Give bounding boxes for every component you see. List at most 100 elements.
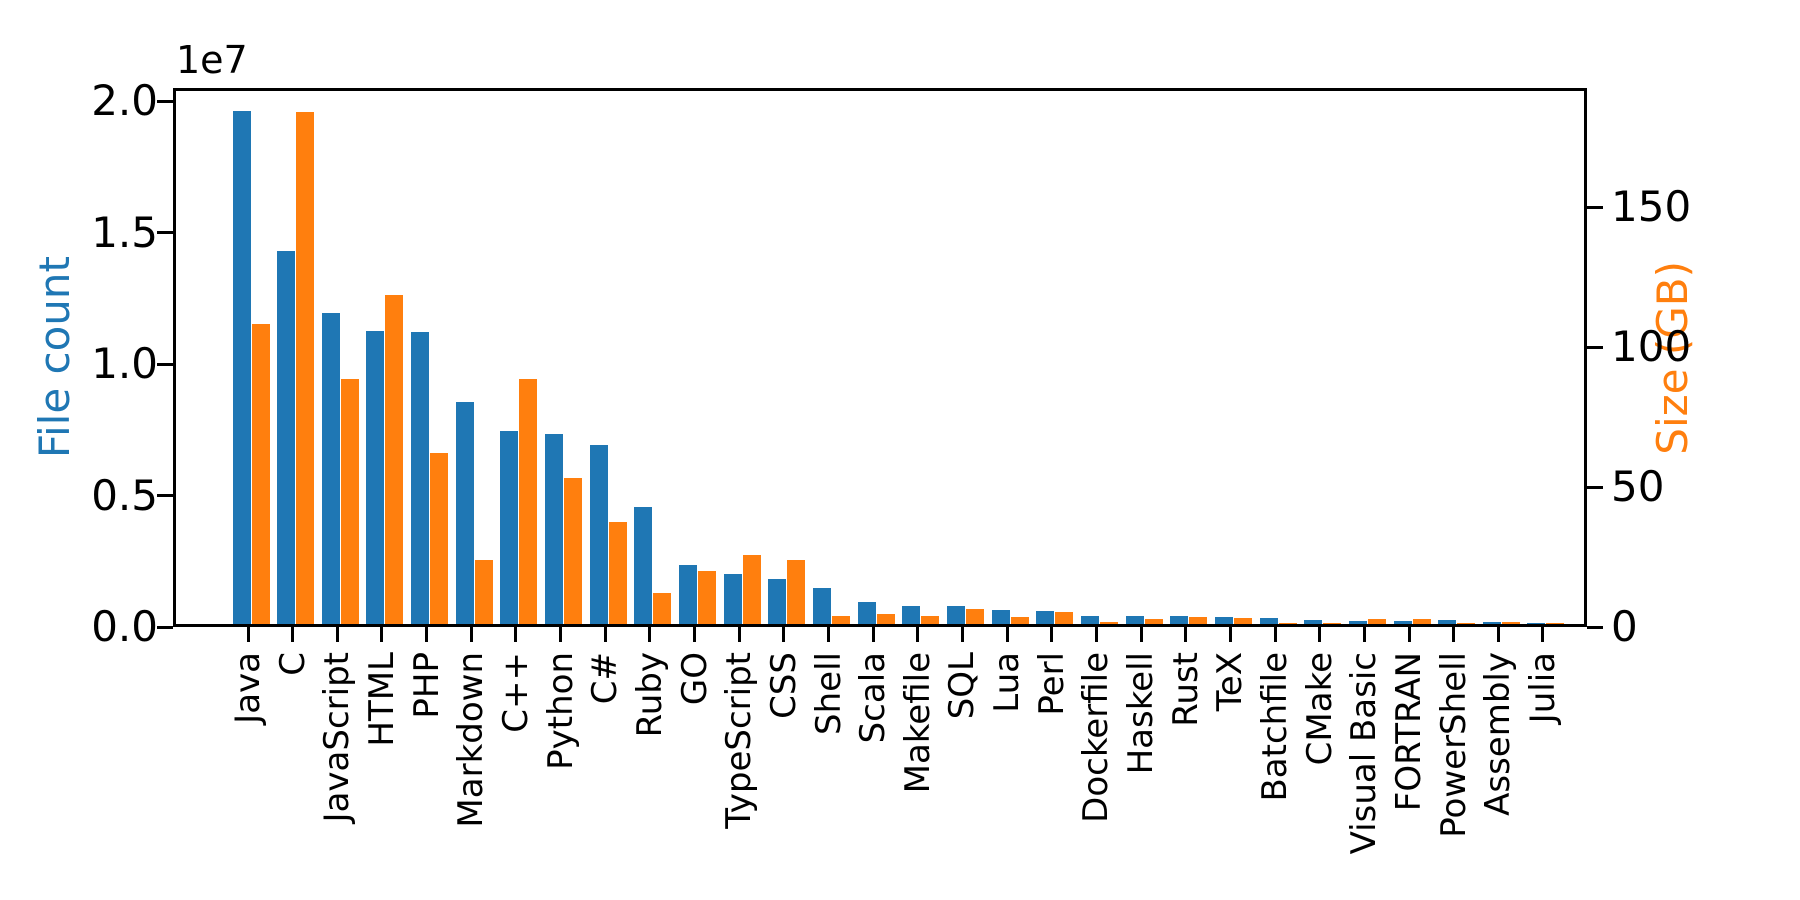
size-bar: [385, 295, 404, 624]
x-tick-label: Lua: [987, 652, 1028, 713]
file-count-bar: [946, 606, 965, 624]
size-bar: [1457, 622, 1476, 624]
tick-mark: [246, 627, 250, 642]
file-count-bar: [813, 587, 831, 624]
size-bar: [251, 324, 270, 624]
right-ytick-label: 150: [1611, 182, 1692, 231]
file-count-bar: [411, 332, 430, 624]
size-bar: [340, 379, 359, 624]
x-tick-label: C: [272, 652, 313, 676]
tick-mark: [693, 627, 697, 642]
size-bar: [1189, 617, 1208, 624]
tick-mark: [1587, 625, 1603, 629]
right-ytick-label: 50: [1611, 462, 1665, 511]
tick-mark: [1050, 627, 1054, 642]
plot-area: [173, 88, 1587, 627]
tick-mark: [514, 627, 518, 642]
tick-mark: [737, 627, 741, 642]
tick-mark: [291, 627, 295, 642]
size-bar: [474, 559, 493, 624]
file-count-bar: [455, 401, 474, 624]
left-axis-offset-text: 1e7: [176, 38, 248, 82]
x-tick-label: PHP: [406, 652, 447, 719]
x-tick-label: JavaScript: [317, 652, 358, 823]
size-bar: [1099, 622, 1118, 624]
tick-mark: [1587, 485, 1603, 489]
size-bar: [1055, 611, 1074, 624]
x-tick-label: Markdown: [451, 652, 492, 828]
x-tick-label: Makefile: [897, 652, 938, 794]
file-count-bar: [1214, 617, 1233, 624]
file-count-bar: [1125, 616, 1144, 624]
x-tick-label: C++: [495, 652, 536, 733]
left-ytick-label: 0.5: [91, 470, 158, 520]
tick-mark: [335, 627, 339, 642]
file-count-bar: [589, 444, 608, 624]
file-count-bar: [857, 602, 876, 624]
file-count-bar: [1304, 620, 1323, 624]
size-bar: [1010, 617, 1029, 624]
x-tick-label: HTML: [361, 652, 402, 747]
size-bar: [876, 613, 895, 624]
size-bar: [1546, 623, 1565, 624]
file-count-bar: [1080, 615, 1099, 624]
x-tick-label: CSS: [763, 652, 804, 719]
file-count-bar: [1259, 617, 1278, 624]
tick-mark: [1587, 345, 1603, 349]
tick-mark: [1362, 627, 1366, 642]
file-count-bar: [1393, 620, 1412, 624]
tick-mark: [469, 627, 473, 642]
size-bar: [1367, 618, 1386, 624]
size-bar: [1501, 621, 1520, 624]
tick-mark: [157, 494, 173, 498]
size-bar: [519, 379, 538, 624]
file-count-bar: [500, 430, 519, 624]
tick-mark: [559, 627, 563, 642]
size-bar: [832, 615, 850, 624]
tick-mark: [1452, 627, 1456, 642]
right-ytick-label: 100: [1611, 322, 1692, 371]
x-tick-label: FORTRAN: [1389, 652, 1430, 812]
x-tick-label: CMake: [1299, 652, 1340, 766]
tick-mark: [603, 627, 607, 642]
file-count-bar: [366, 330, 385, 624]
tick-mark: [871, 627, 875, 642]
size-bar: [1323, 622, 1342, 624]
x-tick-label: C#: [585, 652, 626, 705]
x-tick-label: Dockerfile: [1076, 652, 1117, 823]
x-tick-label: Ruby: [629, 652, 670, 738]
size-bar: [1144, 619, 1163, 624]
tick-mark: [380, 627, 384, 642]
file-count-bar: [679, 564, 698, 624]
x-tick-label: Visual Basic: [1344, 652, 1385, 855]
file-count-bar: [768, 578, 787, 624]
x-tick-label: Shell: [808, 652, 849, 735]
file-count-bar: [321, 313, 340, 624]
file-count-bar: [1036, 611, 1055, 624]
tick-mark: [1139, 627, 1143, 642]
tick-mark: [1587, 205, 1603, 209]
size-bar: [564, 478, 583, 624]
tick-mark: [1541, 627, 1545, 642]
x-tick-label: Python: [540, 652, 581, 770]
file-count-bar: [902, 606, 921, 624]
file-count-bar: [723, 573, 742, 624]
tick-mark: [1228, 627, 1232, 642]
size-bar: [1233, 617, 1252, 624]
file-count-bar: [277, 251, 296, 624]
x-tick-label: PowerShell: [1433, 652, 1474, 838]
size-bar: [430, 453, 449, 624]
x-tick-label: Batchfile: [1255, 652, 1296, 802]
size-bar: [1412, 619, 1431, 624]
file-count-bar: [1527, 622, 1546, 624]
left-ytick-label: 1.0: [91, 339, 158, 389]
size-bar: [742, 555, 761, 624]
x-tick-label: Java: [228, 652, 268, 724]
size-bar: [296, 111, 315, 624]
left-ytick-label: 0.0: [91, 602, 158, 651]
size-bar: [653, 593, 672, 624]
file-count-bar: [1170, 616, 1189, 624]
file-count-bar: [232, 111, 251, 624]
tick-mark: [157, 625, 173, 629]
